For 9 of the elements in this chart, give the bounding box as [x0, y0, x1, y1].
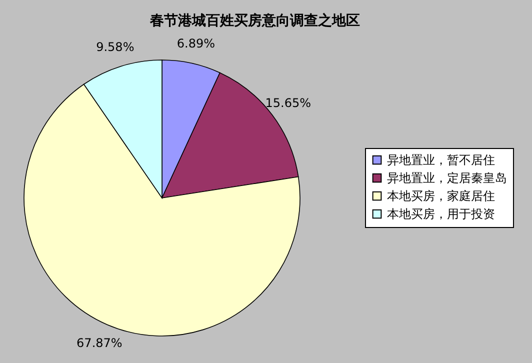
chart-title: 春节港城百姓买房意向调查之地区 [149, 12, 360, 29]
data-label: 6.89% [176, 36, 215, 51]
legend-label: 本地买房，用于投资 [387, 207, 495, 221]
data-label: 15.65% [265, 96, 312, 110]
data-label: 67.87% [76, 336, 122, 350]
data-label: 9.58% [96, 40, 134, 54]
legend-label: 异地置业，暂不居住 [387, 153, 495, 167]
legend-label: 异地置业，定居秦皇岛 [387, 171, 507, 185]
legend-label: 本地买房，家庭居住 [387, 189, 495, 203]
